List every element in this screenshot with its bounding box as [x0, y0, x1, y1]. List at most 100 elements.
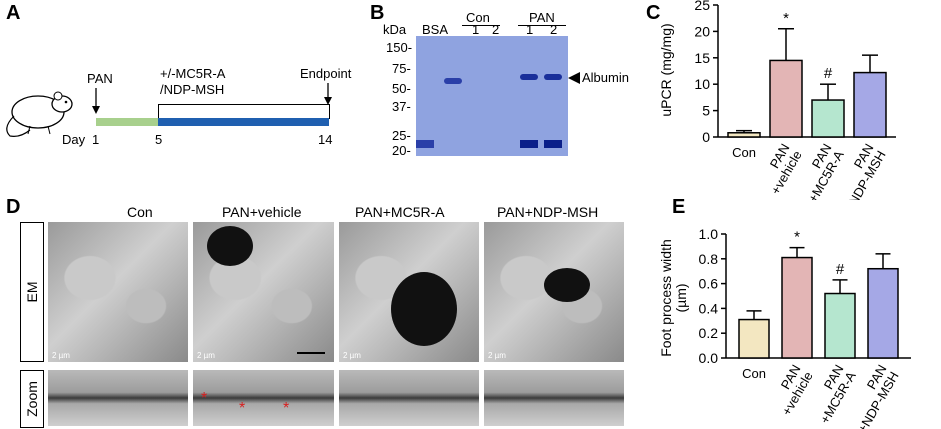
group-label-mc5r: PAN+MC5R-A [355, 204, 445, 220]
group-pan: PAN [529, 10, 555, 25]
endpoint-arrow [324, 83, 332, 105]
lane-pan-1: 1 [526, 22, 534, 37]
bar [781, 256, 813, 359]
day14-label: 14 [318, 132, 333, 147]
gel-band [544, 74, 562, 80]
day1-label: 1 [92, 132, 100, 147]
asterisk-marker: * [283, 400, 290, 417]
albumin-arrow-icon [568, 72, 580, 84]
zoom-image-vehicle: * * * [193, 370, 334, 426]
bar [769, 59, 803, 138]
marker-25: 25- [392, 128, 411, 143]
scale-label: 2 µm [197, 351, 215, 360]
y-tick-label: 5 [702, 103, 710, 119]
y-tick-label: 10 [694, 76, 710, 92]
y-tick-label: 0 [702, 129, 710, 145]
day5-label: 5 [155, 132, 163, 147]
em-image-mc5r: 2 µm [339, 222, 479, 362]
chart-e: 0.0 0.2 0.4 0.6 0.8 1.0 Con * PAN+vehicle # PAN+MC… [699, 226, 911, 429]
timeline-early [96, 118, 158, 126]
row-label-zoom-box: Zoom [20, 370, 44, 428]
y-tick-label: 1.0 [699, 226, 719, 242]
treatment-label-2: /NDP-MSH [160, 82, 225, 97]
x-tick-label: PAN+NDP-MSH [829, 141, 888, 200]
rbc-shape [207, 226, 253, 266]
day-label: Day [62, 132, 86, 147]
significance-mark: # [824, 65, 833, 82]
gel-band [416, 140, 434, 148]
row-label-em-box: EM [20, 222, 44, 362]
asterisk-marker: * [239, 400, 246, 417]
gel-band [444, 78, 462, 84]
panel-label-e: E [672, 196, 686, 218]
chart-c-ylabel: uPCR (mg/mg) [658, 23, 674, 117]
y-tick-label: 25 [694, 0, 710, 13]
x-tick-label: PAN+vehicle [756, 141, 805, 197]
marker-50: 50- [392, 81, 411, 96]
row-label-zoom: Zoom [24, 381, 40, 417]
gel-band [520, 74, 538, 80]
x-tick-label: PAN+MC5R-A [793, 141, 847, 200]
marker-37: 37- [392, 99, 411, 114]
y-tick-label: 0.0 [699, 350, 719, 366]
panel-label-a: A [6, 2, 21, 24]
group-label-con: Con [127, 204, 153, 220]
group-con-line [462, 25, 500, 26]
zoom-image-con [48, 370, 188, 426]
bar [824, 292, 856, 359]
gel-band [544, 140, 562, 148]
rat-icon [6, 91, 73, 137]
kda-label: kDa [383, 22, 407, 37]
y-tick-label: 0.6 [699, 276, 719, 292]
zoom-image-ndp [484, 370, 624, 426]
scale-label: 2 µm [343, 351, 361, 360]
x-tick-label: PAN+MC5R-A [805, 362, 859, 427]
rbc-shape [544, 268, 590, 302]
scale-bar [297, 352, 325, 354]
albumin-label: Albumin [582, 70, 629, 85]
x-tick-label: PAN+vehicle [767, 362, 816, 418]
bar [727, 132, 761, 138]
lane-con-2: 2 [492, 22, 500, 37]
em-image-ndp: 2 µm [484, 222, 624, 362]
marker-150: 150- [386, 40, 413, 55]
bar [853, 71, 887, 138]
gel-band [520, 140, 538, 148]
group-con: Con [466, 10, 490, 25]
scale-label: 2 µm [488, 351, 506, 360]
bar [811, 99, 845, 138]
bar [867, 267, 899, 359]
timeline-late [158, 118, 329, 126]
panel-label-b: B [370, 2, 385, 24]
x-tick-label: Con [742, 366, 766, 381]
y-tick-label: 0.4 [699, 300, 719, 316]
lane-pan-2: 2 [550, 22, 558, 37]
y-tick-label: 20 [694, 23, 710, 39]
y-tick-label: 15 [694, 50, 710, 66]
x-tick-label: PAN+NDP-MSH [842, 362, 901, 429]
marker-75: 75- [392, 61, 411, 76]
chart-c: 0 5 10 15 20 25 Con * PAN+vehicle # PAN+MC5R-A PAN+… [694, 0, 896, 200]
panel-label-d: D [6, 196, 21, 218]
em-image-vehicle: 2 µm [193, 222, 334, 362]
gel-image [416, 36, 568, 156]
bar [738, 318, 770, 359]
chart-e-ylabel: Foot process width (µm) [658, 239, 689, 357]
em-image-con: 2 µm [48, 222, 188, 362]
significance-mark: * [783, 10, 789, 27]
y-tick-label: 0.8 [699, 251, 719, 267]
treatment-bracket [158, 104, 330, 119]
marker-20: 20- [392, 143, 411, 158]
group-label-vehicle: PAN+vehicle [222, 204, 302, 220]
y-tick-label: 0.2 [699, 325, 719, 341]
lane-bsa: BSA [422, 22, 449, 37]
lane-con-1: 1 [472, 22, 480, 37]
treatment-label-1: +/-MC5R-A [160, 66, 226, 81]
rbc-shape [391, 272, 457, 346]
pan-label: PAN [87, 71, 113, 86]
zoom-image-mc5r [339, 370, 479, 426]
group-pan-line [518, 25, 566, 26]
panel-label-c: C [646, 2, 661, 24]
significance-mark: * [794, 229, 800, 246]
endpoint-label: Endpoint [300, 66, 352, 81]
